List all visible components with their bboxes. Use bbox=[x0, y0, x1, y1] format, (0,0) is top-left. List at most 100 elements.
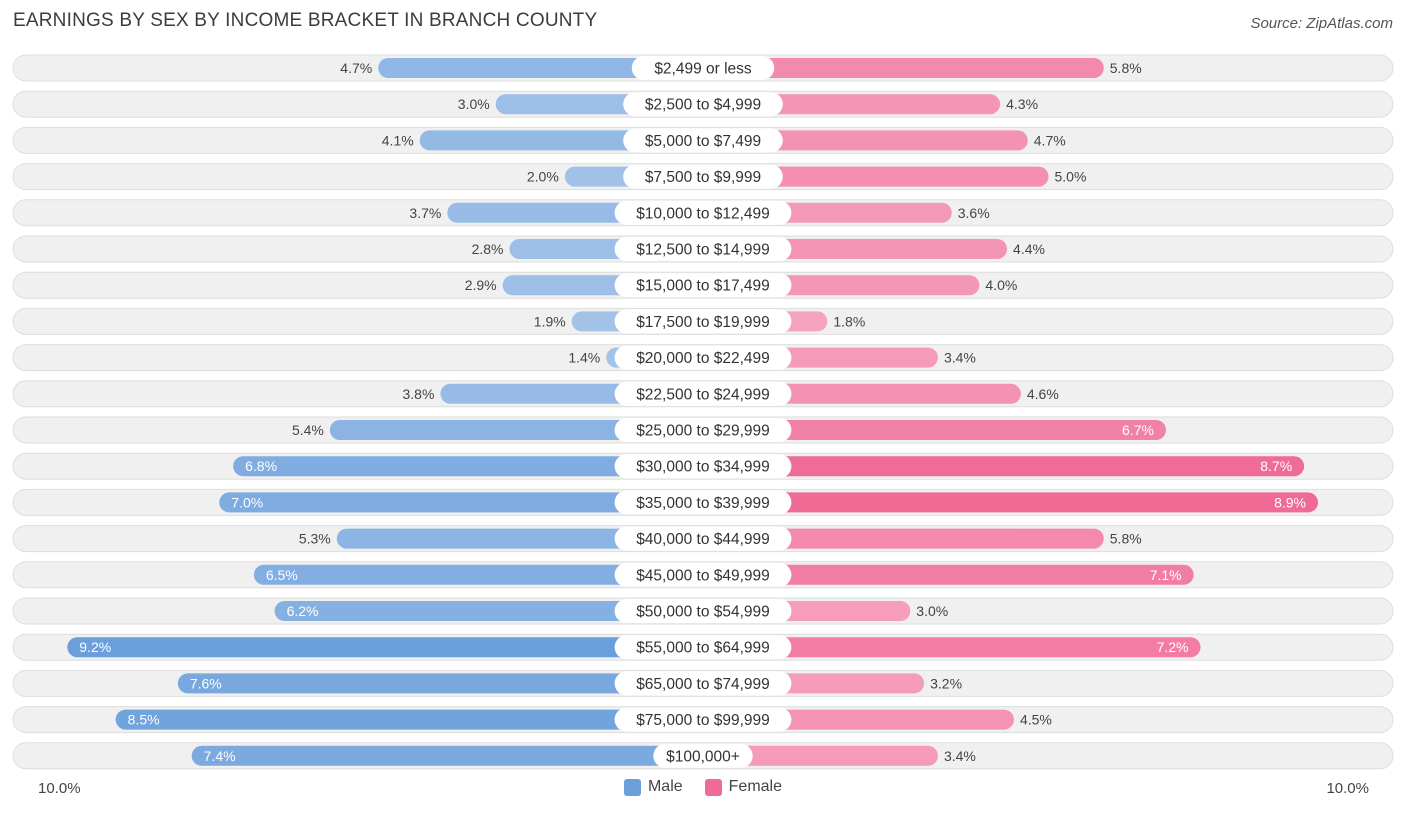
male-value-label: 7.0% bbox=[231, 494, 263, 510]
category-label-background bbox=[614, 200, 792, 225]
male-value-label: 4.7% bbox=[340, 60, 372, 76]
male-value-label: 1.9% bbox=[534, 313, 566, 329]
bar-female bbox=[703, 166, 1049, 187]
female-value-label: 7.1% bbox=[1150, 567, 1182, 583]
female-value-label: 1.8% bbox=[833, 313, 865, 329]
legend: Male Female bbox=[0, 778, 1406, 796]
category-label-background bbox=[614, 490, 792, 515]
bar-male bbox=[253, 564, 703, 585]
category-label: $25,000 to $29,999 bbox=[636, 423, 770, 440]
male-value-label: 3.7% bbox=[409, 205, 441, 221]
category-label: $15,000 to $17,499 bbox=[636, 278, 770, 295]
category-label-background bbox=[623, 92, 783, 117]
category-label-background bbox=[614, 309, 792, 334]
legend-item-female[interactable]: Female bbox=[704, 778, 783, 796]
male-value-label: 6.8% bbox=[245, 458, 277, 474]
category-label: $12,500 to $14,999 bbox=[636, 242, 770, 259]
category-label-background bbox=[623, 164, 783, 189]
category-label-background bbox=[614, 707, 792, 732]
male-value-label: 2.9% bbox=[465, 277, 497, 293]
female-value-label: 8.7% bbox=[1260, 458, 1292, 474]
female-value-label: 4.6% bbox=[1027, 386, 1059, 402]
category-label: $100,000+ bbox=[666, 748, 740, 765]
category-label: $20,000 to $22,499 bbox=[636, 350, 770, 367]
male-value-label: 4.1% bbox=[382, 132, 414, 148]
bar-male bbox=[219, 492, 704, 513]
legend-label-male: Male bbox=[647, 778, 683, 795]
female-value-label: 3.4% bbox=[944, 350, 976, 366]
female-value-label: 3.4% bbox=[944, 748, 976, 764]
category-label-background bbox=[614, 273, 792, 298]
bar-female bbox=[703, 745, 938, 766]
category-label: $50,000 to $54,999 bbox=[636, 604, 770, 621]
category-label: $22,500 to $24,999 bbox=[636, 386, 770, 403]
axis-left-label: 10.0% bbox=[38, 780, 81, 797]
bar-female bbox=[703, 420, 1166, 440]
bar-male bbox=[274, 601, 703, 621]
category-label: $45,000 to $49,999 bbox=[636, 567, 770, 584]
male-value-label: 2.8% bbox=[472, 241, 504, 257]
female-value-label: 4.4% bbox=[1013, 241, 1045, 257]
female-value-label: 3.0% bbox=[916, 603, 948, 619]
category-label: $35,000 to $39,999 bbox=[636, 495, 770, 512]
bar-male bbox=[329, 420, 703, 440]
bar-female bbox=[703, 130, 1028, 151]
bar-male bbox=[177, 673, 704, 694]
category-label-background bbox=[653, 743, 753, 768]
male-value-label: 6.5% bbox=[266, 567, 298, 583]
legend-swatch-male bbox=[623, 778, 641, 796]
legend-swatch-female bbox=[704, 778, 722, 796]
female-value-label: 7.2% bbox=[1157, 639, 1189, 655]
category-label: $2,500 to $4,999 bbox=[645, 97, 761, 114]
legend-label-female: Female bbox=[728, 778, 783, 795]
male-value-label: 7.6% bbox=[190, 675, 222, 691]
female-value-label: 4.0% bbox=[985, 277, 1017, 293]
category-label: $30,000 to $34,999 bbox=[636, 459, 770, 476]
female-value-label: 6.7% bbox=[1122, 422, 1154, 438]
female-value-label: 3.2% bbox=[930, 675, 962, 691]
category-label-background bbox=[614, 562, 792, 587]
category-label: $75,000 to $99,999 bbox=[636, 712, 770, 729]
female-value-label: 8.9% bbox=[1274, 494, 1306, 510]
category-label-background bbox=[614, 345, 792, 370]
category-label: $7,500 to $9,999 bbox=[645, 169, 761, 186]
category-label: $40,000 to $44,999 bbox=[636, 531, 770, 548]
category-label: $55,000 to $64,999 bbox=[636, 640, 770, 657]
male-value-label: 3.0% bbox=[458, 96, 490, 112]
bar-female bbox=[703, 564, 1194, 585]
category-label-background bbox=[614, 526, 792, 551]
category-label: $2,499 or less bbox=[654, 61, 752, 78]
female-value-label: 4.3% bbox=[1006, 96, 1038, 112]
category-label-background bbox=[614, 454, 792, 479]
bar-male bbox=[378, 58, 703, 78]
female-value-label: 3.6% bbox=[958, 205, 990, 221]
category-label-background bbox=[614, 635, 792, 660]
category-label: $10,000 to $12,499 bbox=[636, 205, 770, 222]
bar-female bbox=[703, 637, 1201, 658]
female-value-label: 4.7% bbox=[1034, 132, 1066, 148]
category-label-background bbox=[614, 599, 792, 623]
male-value-label: 1.4% bbox=[568, 350, 600, 366]
category-label-background bbox=[614, 237, 792, 261]
bar-male bbox=[67, 637, 703, 658]
female-value-label: 4.5% bbox=[1020, 712, 1052, 728]
category-label-background bbox=[614, 381, 792, 406]
category-label-background bbox=[614, 418, 792, 442]
chart-title: EARNINGS BY SEX BY INCOME BRACKET IN BRA… bbox=[13, 10, 598, 31]
category-label: $65,000 to $74,999 bbox=[636, 676, 770, 693]
female-value-label: 5.8% bbox=[1110, 60, 1142, 76]
male-value-label: 5.3% bbox=[299, 531, 331, 547]
male-value-label: 6.2% bbox=[287, 603, 319, 619]
axis-right-label: 10.0% bbox=[1326, 780, 1369, 797]
legend-item-male[interactable]: Male bbox=[623, 778, 683, 796]
bar-male bbox=[336, 528, 703, 549]
category-label-background bbox=[614, 671, 792, 696]
male-value-label: 3.8% bbox=[402, 386, 434, 402]
bar-male bbox=[191, 745, 703, 766]
male-value-label: 5.4% bbox=[292, 422, 324, 438]
male-value-label: 9.2% bbox=[79, 639, 111, 655]
category-label-background bbox=[631, 56, 775, 80]
bar-female bbox=[703, 456, 1305, 477]
female-value-label: 5.8% bbox=[1110, 531, 1142, 547]
